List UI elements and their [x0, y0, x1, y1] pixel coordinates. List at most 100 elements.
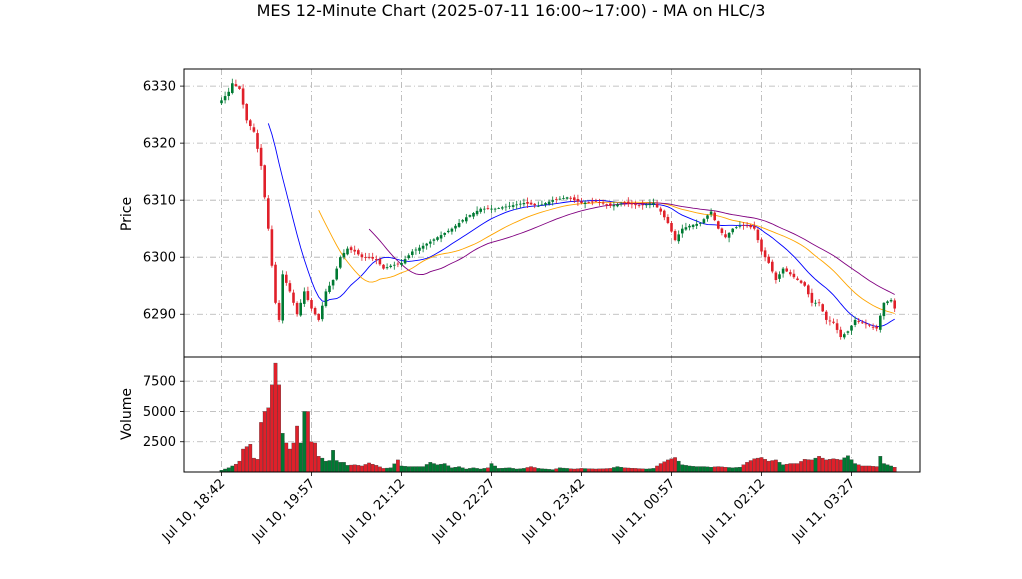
- candlestick: [731, 228, 734, 235]
- candlestick: [670, 220, 673, 233]
- price-y-tick-label: 6300: [143, 251, 176, 266]
- candle-body: [447, 230, 450, 233]
- candle-body: [605, 204, 608, 205]
- candle-body: [547, 201, 551, 205]
- candlestick: [375, 255, 378, 265]
- candle-body: [727, 232, 731, 238]
- candle-body: [609, 203, 612, 206]
- candle-body: [515, 204, 518, 206]
- candle-body: [450, 228, 454, 232]
- candle-body: [565, 197, 569, 199]
- x-tick-label: Jul 11, 00:57: [609, 476, 678, 545]
- candlestick: [803, 280, 806, 287]
- volume-bar: [504, 467, 508, 473]
- candlestick: [522, 198, 526, 207]
- volume-bar: [230, 465, 235, 473]
- candlestick: [432, 238, 436, 245]
- volume-bar: [734, 467, 739, 473]
- volume-bar: [748, 460, 753, 473]
- candle-body: [375, 259, 378, 261]
- candlestick: [310, 297, 313, 312]
- candle-body: [774, 272, 778, 281]
- volume-bar: [507, 467, 512, 473]
- volume-bar: [745, 462, 749, 473]
- x-tick-label: Jul 11, 03:27: [789, 476, 858, 545]
- volume-bar: [424, 464, 429, 473]
- candlestick: [360, 252, 364, 261]
- candle-body: [850, 325, 853, 331]
- candlestick: [547, 199, 551, 206]
- volume-bar: [511, 468, 515, 473]
- candlestick: [533, 202, 536, 209]
- volume-bar: [637, 468, 641, 473]
- candle-body: [627, 201, 630, 204]
- candlestick: [587, 201, 590, 204]
- candle-body: [403, 259, 407, 264]
- candlestick: [709, 208, 713, 218]
- candlestick: [493, 207, 497, 213]
- candle-body: [684, 227, 688, 230]
- volume-bar: [781, 464, 785, 473]
- candlestick: [414, 247, 418, 255]
- candlestick: [619, 201, 623, 207]
- moving-average-line: [318, 201, 895, 314]
- candle-body: [339, 257, 342, 268]
- candle-body: [407, 255, 410, 259]
- candle-body: [267, 198, 270, 229]
- volume-bar: [849, 459, 854, 473]
- volume-bar: [806, 459, 811, 473]
- x-tick-label: Jul 10, 22:27: [429, 476, 498, 545]
- candle-body: [281, 274, 284, 321]
- volume-bar: [759, 457, 764, 473]
- volume-bar: [255, 459, 260, 473]
- candle-body: [371, 256, 374, 259]
- candlestick: [828, 316, 832, 326]
- volume-bar: [874, 466, 879, 473]
- volume-bars: [219, 362, 897, 473]
- candlestick: [245, 103, 248, 124]
- volume-bar: [694, 466, 699, 473]
- candle-body: [544, 203, 547, 205]
- volume-bar: [410, 466, 415, 473]
- candle-body: [828, 320, 832, 322]
- candlestick: [407, 253, 410, 260]
- candle-body: [573, 197, 576, 201]
- candlestick: [313, 306, 317, 316]
- candle-body: [414, 249, 418, 251]
- candlestick: [832, 318, 835, 325]
- volume-bar: [792, 463, 796, 473]
- volume-bar: [824, 459, 829, 473]
- candlestick: [324, 288, 328, 308]
- chart-title: MES 12-Minute Chart (2025-07-11 16:00~17…: [257, 1, 766, 20]
- candlestick: [263, 164, 266, 200]
- candle-body: [292, 292, 295, 303]
- candle-body: [670, 222, 673, 232]
- volume-bar: [327, 460, 332, 473]
- candlestick: [738, 221, 742, 229]
- price-panel: 6290 6300 6310 6320 6330 Price: [119, 68, 921, 358]
- candle-body: [648, 203, 652, 206]
- candle-body: [220, 100, 223, 104]
- volume-bar: [666, 459, 670, 473]
- x-tick-label: Jul 10, 21:12: [339, 476, 408, 545]
- candle-body: [497, 208, 500, 209]
- volume-bar: [457, 466, 461, 473]
- candle-body: [382, 264, 385, 269]
- candlestick: [465, 213, 468, 224]
- candlestick: [616, 203, 619, 208]
- candlestick: [861, 319, 864, 324]
- volume-bar: [428, 462, 433, 473]
- candlestick: [742, 222, 745, 230]
- candle-body: [335, 268, 338, 280]
- candle-body: [691, 224, 695, 227]
- candle-body: [378, 258, 382, 265]
- candlestick: [400, 259, 403, 267]
- candlestick: [371, 252, 374, 262]
- candle-body: [587, 202, 590, 203]
- candlestick: [695, 219, 698, 230]
- candlestick: [295, 301, 299, 317]
- volume-bar: [619, 467, 623, 473]
- candlestick: [879, 313, 882, 333]
- volume-bar: [324, 460, 328, 473]
